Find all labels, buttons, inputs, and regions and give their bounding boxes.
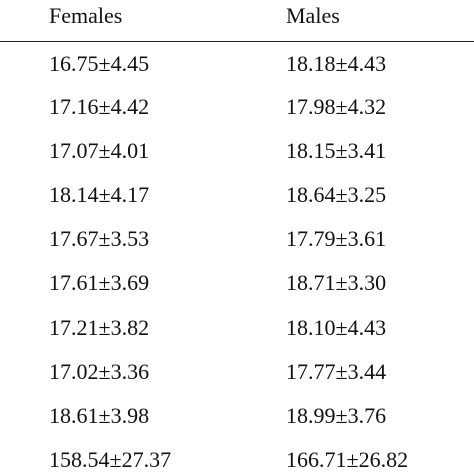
cell-females: 18.14±4.17 bbox=[49, 182, 150, 207]
cell-males: 17.79±3.61 bbox=[286, 226, 387, 251]
cell-males: 18.71±3.30 bbox=[286, 270, 387, 295]
cell-females: 17.02±3.36 bbox=[49, 359, 150, 384]
cell-males: 166.71±26.82 bbox=[286, 447, 409, 472]
cell-males: 18.99±3.76 bbox=[286, 403, 387, 428]
cell-females: 17.21±3.82 bbox=[49, 315, 150, 340]
table-header: Females Males bbox=[0, 0, 474, 42]
header-males: Males bbox=[286, 3, 340, 28]
cell-males: 18.18±4.43 bbox=[286, 51, 387, 76]
cell-males: 18.64±3.25 bbox=[286, 182, 387, 207]
cell-females: 17.61±3.69 bbox=[49, 270, 150, 295]
cell-males: 18.10±4.43 bbox=[286, 315, 387, 340]
cell-males: 18.15±3.41 bbox=[286, 138, 387, 163]
header-rule bbox=[0, 41, 474, 42]
cell-females: 158.54±27.37 bbox=[49, 447, 172, 472]
cell-females: 17.07±4.01 bbox=[49, 138, 150, 163]
cell-females: 16.75±4.45 bbox=[49, 51, 150, 76]
cell-females: 17.67±3.53 bbox=[49, 226, 150, 251]
cell-females: 17.16±4.42 bbox=[49, 94, 150, 119]
header-females: Females bbox=[49, 3, 123, 28]
cell-males: 17.77±3.44 bbox=[286, 359, 387, 384]
cell-females: 18.61±3.98 bbox=[49, 403, 150, 428]
cell-males: 17.98±4.32 bbox=[286, 94, 387, 119]
